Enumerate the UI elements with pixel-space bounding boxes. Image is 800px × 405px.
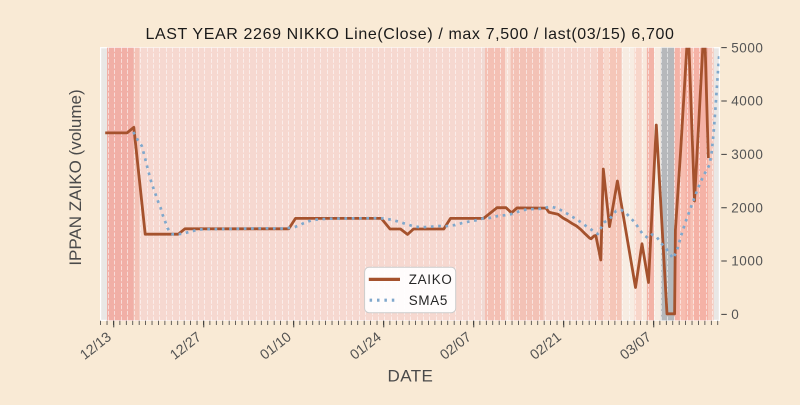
- svg-text:SMA5: SMA5: [409, 293, 448, 308]
- svg-text:DATE: DATE: [388, 366, 434, 385]
- svg-text:4000: 4000: [731, 94, 763, 109]
- svg-text:LAST YEAR 2269 NIKKO Line(Clos: LAST YEAR 2269 NIKKO Line(Close) / max 7…: [145, 26, 674, 43]
- svg-text:2000: 2000: [731, 200, 763, 215]
- svg-text:5000: 5000: [731, 40, 763, 55]
- svg-text:0: 0: [731, 307, 739, 322]
- svg-text:1000: 1000: [731, 254, 763, 269]
- svg-text:ZAIKO: ZAIKO: [409, 272, 453, 287]
- svg-text:3000: 3000: [731, 147, 763, 162]
- svg-text:IPPAN ZAIKO (volume): IPPAN ZAIKO (volume): [66, 89, 85, 265]
